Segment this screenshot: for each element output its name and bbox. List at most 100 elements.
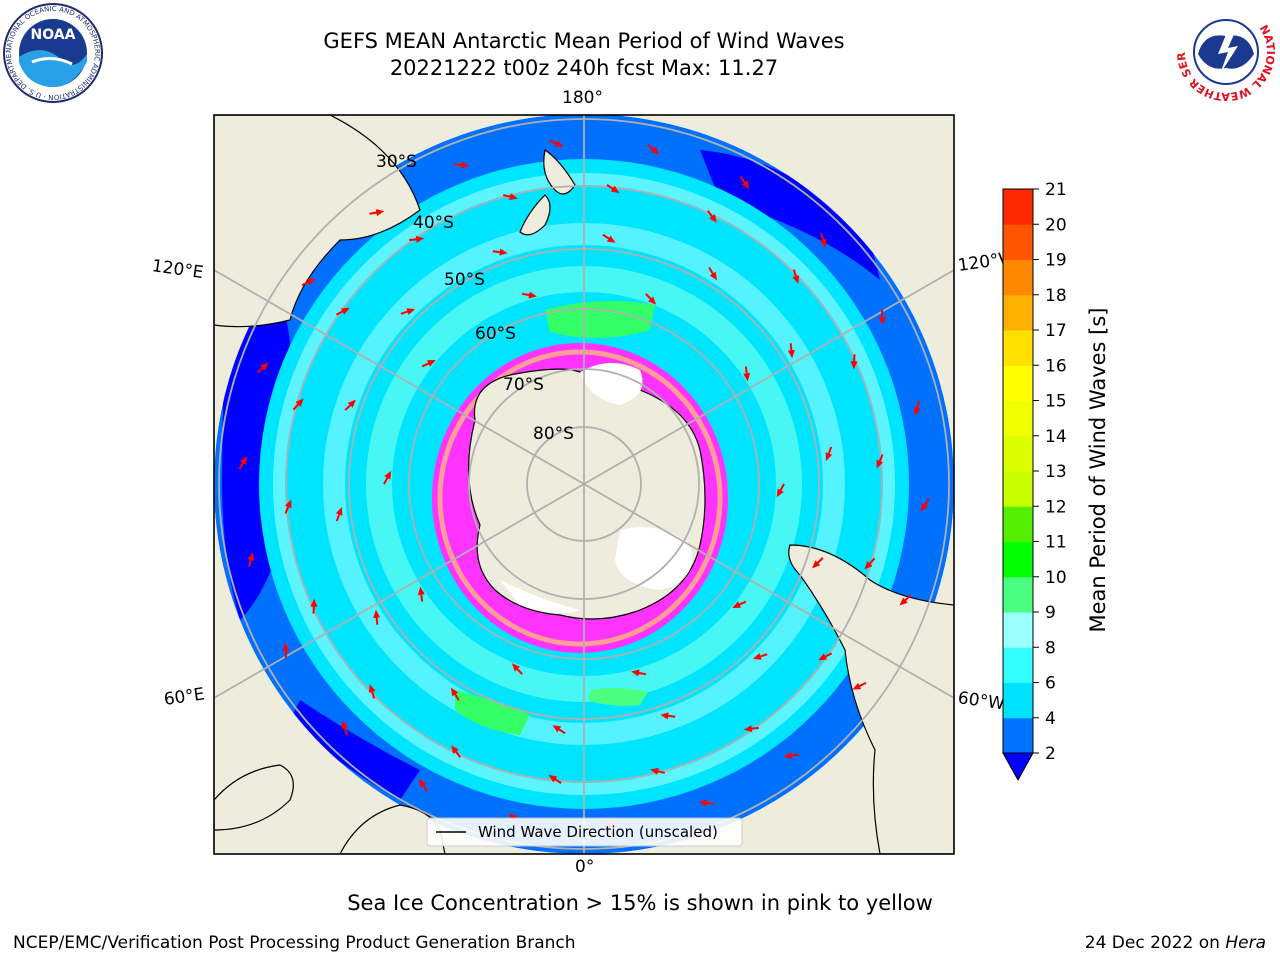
colorbar-tick-label: 4 <box>1045 709 1056 729</box>
colorbar-segment <box>1003 647 1033 683</box>
wind-arrow-head <box>818 653 827 661</box>
colorbar-tick-label: 20 <box>1045 215 1067 235</box>
sea-ice-note: Sea Ice Concentration > 15% is shown in … <box>347 891 933 915</box>
chart-subtitle: 20221222 t00z 240h fcst Max: 11.27 <box>389 56 779 80</box>
wind-arrow-head <box>878 317 886 326</box>
colorbar-segment <box>1003 330 1033 366</box>
wind-arrow-head <box>698 799 708 807</box>
colorbar-tick-label: 15 <box>1045 392 1067 412</box>
wind-arrow-head <box>850 361 858 370</box>
wave-green-patch-south <box>455 690 530 735</box>
footer-date: 24 Dec 2022 on Hera <box>1085 933 1266 953</box>
colorbar-segment <box>1003 224 1033 260</box>
lon-label-180: 180° <box>562 88 603 108</box>
sea-ice-shelf-east <box>615 527 692 590</box>
wave-green-patch-southeast <box>588 687 648 706</box>
colorbar-tick-label: 13 <box>1045 462 1067 482</box>
wind-arrow-head <box>776 488 784 498</box>
ocean-deep-band-south <box>290 700 420 800</box>
wind-arrow-head <box>451 687 459 697</box>
wind-arrow-head <box>864 561 873 570</box>
colorbar-tick-label: 19 <box>1045 251 1067 271</box>
wind-arrow-head <box>347 399 356 408</box>
wind-arrow-head <box>899 597 908 606</box>
wind-arrow-head <box>913 407 921 416</box>
wind-arrow-head <box>812 560 821 569</box>
colorbar-segment <box>1003 365 1033 401</box>
map-legend: Wind Wave Direction (unscaled) <box>426 817 743 847</box>
chart-title: GEFS MEAN Antarctic Mean Period of Wind … <box>323 29 845 53</box>
colorbar-segment <box>1003 435 1033 472</box>
legend-text: Wind Wave Direction (unscaled) <box>478 823 718 841</box>
colorbar-tick-label: 9 <box>1045 603 1056 623</box>
wind-arrow-head <box>660 712 669 720</box>
wind-arrow-head <box>284 499 292 509</box>
colorbar-tick-label: 18 <box>1045 286 1067 306</box>
wind-arrow-head <box>741 180 750 190</box>
wind-arrow-head <box>528 291 537 299</box>
australia <box>214 115 421 328</box>
colorbar-tick-label: 11 <box>1045 533 1067 553</box>
map-frame <box>213 114 955 855</box>
colorbar-tick-label: 2 <box>1045 744 1056 764</box>
wind-arrow-head <box>368 684 376 693</box>
wind-arrow-head <box>651 146 660 155</box>
wind-arrow-head <box>825 452 833 462</box>
wind-arrow-head <box>417 586 425 596</box>
nws-logo: NATIONAL WEATHER SERVICE <box>1174 2 1277 102</box>
footer-machine: Hera <box>1225 933 1266 953</box>
colorbar-tick-label: 21 <box>1045 180 1067 200</box>
lat-label-40s: 40°S <box>413 213 454 233</box>
wind-arrow-head <box>499 248 508 256</box>
wind-arrow-head <box>415 235 425 243</box>
colorbar-segment <box>1003 259 1033 296</box>
wind-arrow-head <box>384 470 392 480</box>
wind-arrow-head <box>606 235 616 243</box>
wave-green-patch-north <box>545 301 655 339</box>
wind-arrow-head <box>852 682 862 690</box>
wind-arrow-head <box>451 745 459 754</box>
colorbar: 2 4 6 8 9 10 11 12 13 14 15 16 17 18 19 20 21 <box>1002 180 1067 782</box>
wind-arrow-head <box>247 552 255 561</box>
wind-arrow-head <box>792 275 800 284</box>
footer-credit: NCEP/EMC/Verification Post Processing Pr… <box>13 933 576 953</box>
lat-label-60s: 60°S <box>475 324 516 344</box>
wind-arrow-head <box>373 609 381 619</box>
wind-arrow-head <box>732 601 741 608</box>
lon-label-0: 0° <box>575 857 595 877</box>
wind-arrow-head <box>876 459 884 469</box>
wind-arrow-head <box>548 774 558 783</box>
wind-arrow-head <box>310 598 318 607</box>
colorbar-segment <box>1003 189 1033 225</box>
lat-label-80s: 80°S <box>533 424 574 444</box>
wind-arrow-head <box>508 813 517 822</box>
lat-label-30s: 30°S <box>376 152 417 172</box>
wind-arrow-head <box>648 296 657 305</box>
colorbar-segment <box>1003 541 1033 578</box>
wind-arrow-head <box>295 398 304 407</box>
sea-ice-inner-edge <box>437 349 723 647</box>
wind-arrow-head <box>511 663 520 672</box>
wind-arrow-head <box>709 271 717 281</box>
colorbar-tick-label: 17 <box>1045 321 1067 341</box>
wind-arrows <box>238 139 930 829</box>
wind-arrow-head <box>743 372 751 382</box>
colorbar-ticks: 2 4 6 8 9 10 11 12 13 14 15 16 17 18 19 20 21 <box>1033 180 1067 764</box>
wind-arrow-head <box>554 140 564 147</box>
graticule <box>214 115 954 854</box>
new-zealand-north <box>543 149 576 195</box>
wind-arrow-head <box>743 725 753 733</box>
colorbar-tick-label: 12 <box>1045 497 1067 517</box>
colorbar-tick-label: 8 <box>1045 638 1056 658</box>
madagascar <box>214 764 294 831</box>
lat-label-50s: 50°S <box>444 270 485 290</box>
wind-arrow-head <box>631 669 640 677</box>
wind-arrow-head <box>239 456 248 465</box>
wind-arrow-head <box>306 278 316 286</box>
wind-arrow-head <box>418 778 427 788</box>
wind-arrow-head <box>650 767 659 775</box>
wind-arrow-head <box>406 308 416 315</box>
colorbar-segment <box>1003 717 1033 754</box>
wind-arrow-head <box>552 725 562 733</box>
wind-arrow-head <box>460 161 470 169</box>
